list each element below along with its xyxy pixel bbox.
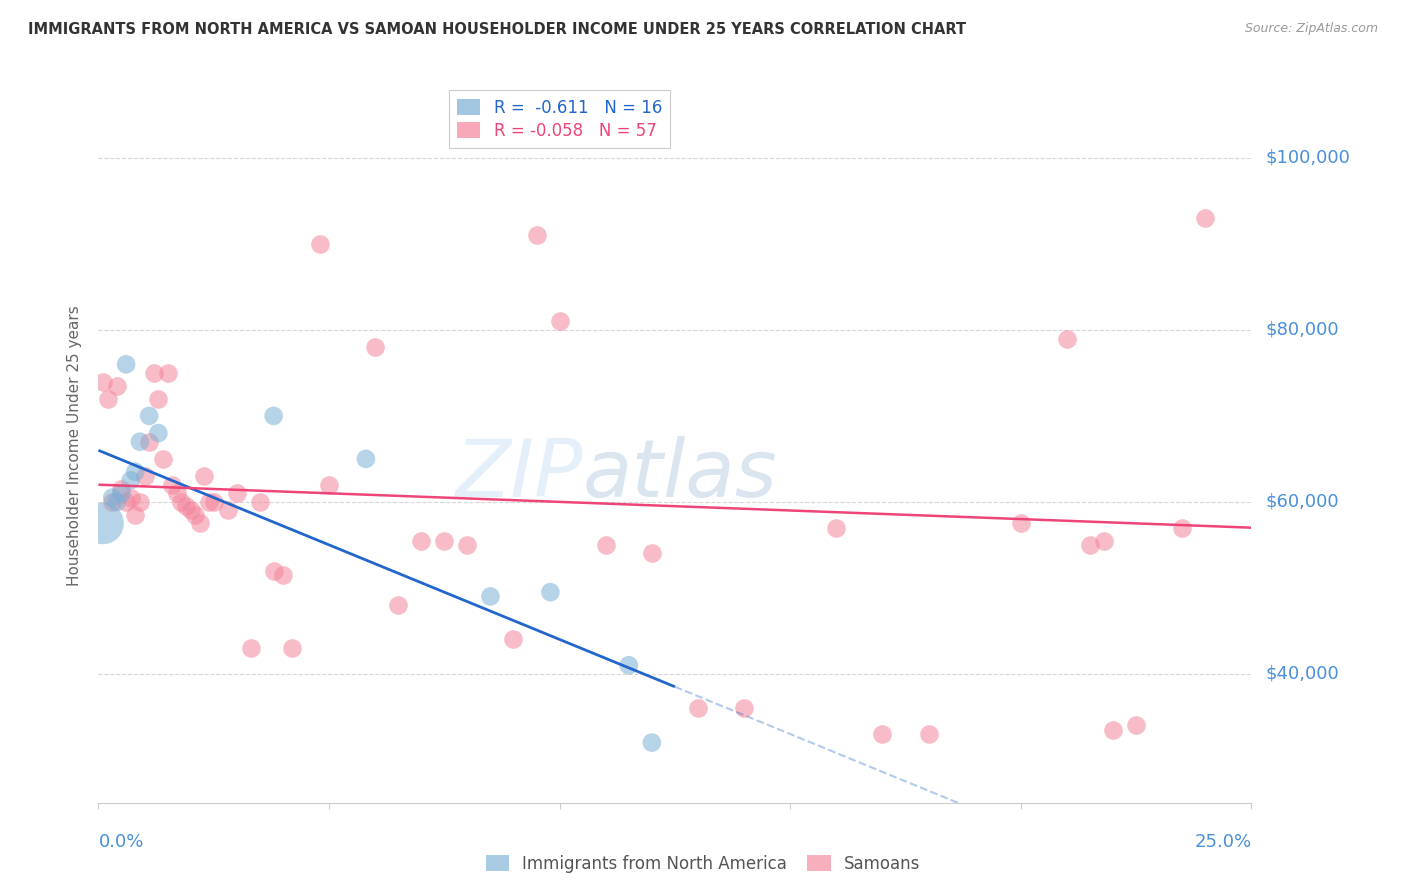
Point <box>198 495 221 509</box>
Point <box>641 546 664 560</box>
Point <box>180 503 202 517</box>
Point <box>217 503 239 517</box>
Point <box>225 486 247 500</box>
Point <box>129 495 152 509</box>
Point <box>538 585 561 599</box>
Y-axis label: Householder Income Under 25 years: Householder Income Under 25 years <box>67 306 83 586</box>
Point <box>91 375 114 389</box>
Legend: R =  -0.611   N = 16, R = -0.058   N = 57: R = -0.611 N = 16, R = -0.058 N = 57 <box>449 90 671 148</box>
Text: Source: ZipAtlas.com: Source: ZipAtlas.com <box>1244 22 1378 36</box>
Point <box>184 508 207 522</box>
Point <box>239 641 262 656</box>
Point <box>308 236 330 251</box>
Point <box>433 533 456 548</box>
Point <box>271 568 294 582</box>
Text: $60,000: $60,000 <box>1265 493 1339 511</box>
Point <box>263 409 285 423</box>
Point <box>115 495 138 509</box>
Text: $80,000: $80,000 <box>1265 321 1339 339</box>
Point <box>456 538 478 552</box>
Point <box>124 465 146 479</box>
Point <box>249 495 271 509</box>
Point <box>110 486 132 500</box>
Point <box>138 434 160 449</box>
Point <box>120 491 142 505</box>
Point <box>193 469 215 483</box>
Text: IMMIGRANTS FROM NORTH AMERICA VS SAMOAN HOUSEHOLDER INCOME UNDER 25 YEARS CORREL: IMMIGRANTS FROM NORTH AMERICA VS SAMOAN … <box>28 22 966 37</box>
Point <box>142 366 165 380</box>
Point <box>387 598 409 612</box>
Point <box>101 491 124 505</box>
Point <box>733 701 755 715</box>
Point <box>101 495 124 509</box>
Point <box>595 538 617 552</box>
Point <box>263 564 285 578</box>
Point <box>1010 516 1032 531</box>
Point <box>188 516 211 531</box>
Point <box>1102 723 1125 737</box>
Point <box>354 451 377 466</box>
Point <box>134 469 156 483</box>
Point <box>174 499 197 513</box>
Point <box>1171 521 1194 535</box>
Point <box>160 477 183 491</box>
Text: atlas: atlas <box>582 435 778 514</box>
Point <box>1078 538 1101 552</box>
Text: ZIP: ZIP <box>456 435 582 514</box>
Point <box>364 340 387 354</box>
Point <box>825 521 848 535</box>
Point <box>105 379 128 393</box>
Point <box>170 495 193 509</box>
Point <box>1056 332 1078 346</box>
Point <box>641 736 664 750</box>
Point <box>318 477 340 491</box>
Point <box>152 451 174 466</box>
Text: $100,000: $100,000 <box>1265 149 1350 167</box>
Point <box>479 590 502 604</box>
Point <box>526 228 548 243</box>
Point <box>281 641 304 656</box>
Point <box>129 434 152 449</box>
Text: 25.0%: 25.0% <box>1194 833 1251 851</box>
Point <box>166 486 188 500</box>
Text: 0.0%: 0.0% <box>98 833 143 851</box>
Point <box>148 392 170 406</box>
Point <box>120 474 142 488</box>
Point <box>1092 533 1115 548</box>
Legend: Immigrants from North America, Samoans: Immigrants from North America, Samoans <box>479 848 927 880</box>
Point <box>411 533 433 548</box>
Point <box>97 392 120 406</box>
Point <box>1194 211 1216 226</box>
Text: $40,000: $40,000 <box>1265 665 1339 683</box>
Point <box>115 357 138 371</box>
Point <box>686 701 709 715</box>
Point <box>91 516 114 531</box>
Point <box>548 314 571 328</box>
Point <box>105 495 128 509</box>
Point <box>110 482 132 496</box>
Point <box>917 727 939 741</box>
Point <box>148 426 170 441</box>
Point <box>156 366 179 380</box>
Point <box>617 658 640 673</box>
Point <box>124 508 146 522</box>
Point <box>502 632 524 647</box>
Point <box>1125 718 1147 732</box>
Point <box>138 409 160 423</box>
Point <box>202 495 225 509</box>
Point <box>872 727 894 741</box>
